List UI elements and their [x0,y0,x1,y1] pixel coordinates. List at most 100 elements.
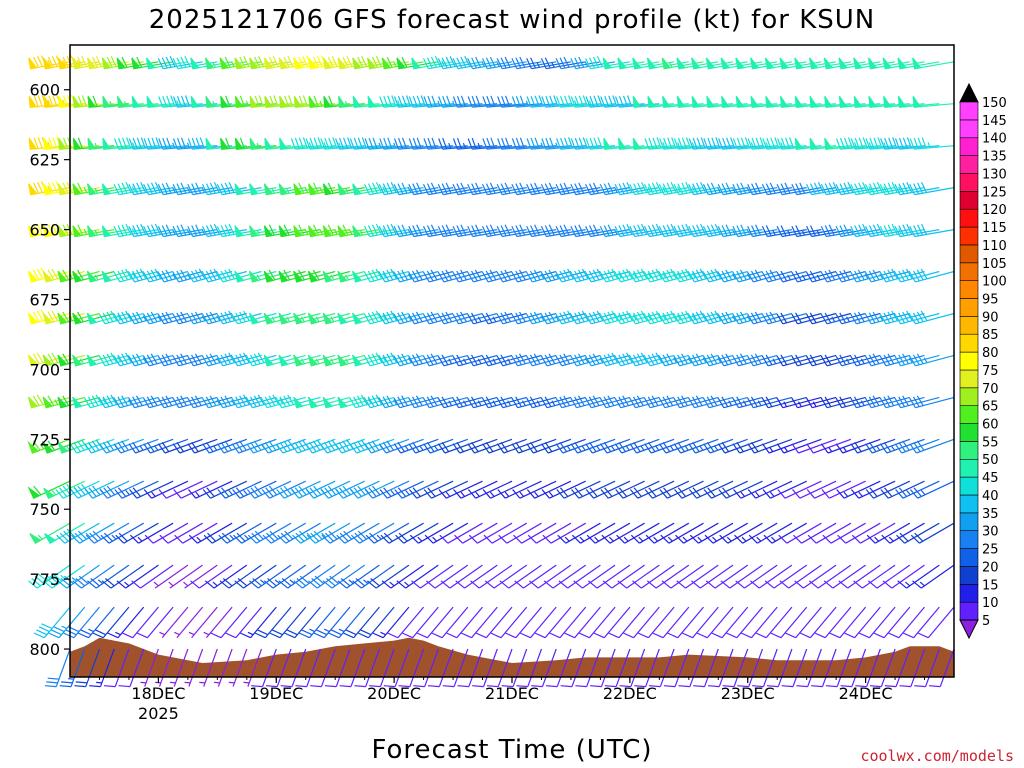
colorbar-label: 80 [982,346,999,361]
wind-barb [292,522,336,544]
wind-barb [437,438,483,454]
wind-barb [363,352,410,367]
wind-barb [481,224,527,238]
wind-barb [153,564,189,589]
wind-barb [634,648,660,688]
wind-barb [511,311,557,325]
wind-barb [909,438,955,454]
wind-barb [702,310,748,325]
wind-barb [393,182,439,196]
wind-barb [337,224,380,238]
wind-barb [519,606,557,639]
wind-barb [55,480,100,499]
wind-barb [483,522,528,544]
wind-barb [732,269,778,283]
wind-barb [42,564,86,589]
wind-barb [835,137,881,150]
wind-barb [558,564,601,589]
wind-barb [555,224,601,238]
wind-barb [172,269,218,283]
wind-barb [864,223,910,238]
wind-barb [378,352,424,367]
wind-barb [378,395,424,409]
wind-barb [204,564,248,589]
wind-barb [762,480,807,499]
x-tick-label: 18DEC [131,684,185,703]
wind-barb [454,522,498,544]
wind-barb [531,648,557,688]
wind-barb [629,310,675,325]
colorbar-swatch [959,476,979,496]
wind-barb [835,396,881,409]
wind-barb [157,311,203,325]
wind-barb [482,438,527,454]
wind-barb [806,438,852,454]
wind-barb [277,522,321,544]
colorbar-swatch [959,351,979,371]
wind-barb [59,648,86,688]
wind-barb [526,182,572,196]
wind-barb [599,310,645,325]
wind-barb [644,137,689,150]
wind-barb [116,564,159,589]
wind-barb [837,522,881,544]
wind-barb [219,564,262,589]
wind-barb [894,353,940,367]
wind-barb [280,648,307,688]
wind-barb [750,564,793,589]
wind-barb [216,352,262,367]
wind-barb [422,182,468,196]
wind-barb [87,56,130,70]
y-tick-label: 600 [29,81,60,100]
wind-barb [142,395,189,409]
wind-barb [691,57,734,70]
wind-barb [291,480,336,499]
wind-barb [630,522,675,544]
colorbar-swatch [959,548,979,567]
wind-barb [761,311,807,325]
wind-barb [823,57,866,70]
wind-barb [452,269,498,283]
wind-barb [452,137,498,150]
wind-barb [888,606,925,639]
wind-barb [393,224,439,238]
wind-barb [72,564,115,589]
wind-barb [408,480,454,499]
wind-barb [408,182,454,196]
wind-barb [402,606,439,639]
wind-barb [629,268,675,283]
wind-barb [322,312,365,325]
wind-barb [98,352,144,367]
colorbar: 5 10 15 20 25 30 35 40 45 50 55 60 65 70 75 80 85 90 95 100… [959,82,1007,640]
wind-barb [912,564,955,589]
wind-barb [511,224,557,238]
wind-barb [717,311,763,325]
y-tick-label: 750 [29,500,60,519]
wind-barb [423,438,469,454]
wind-barb [393,137,439,150]
wind-barb [216,268,262,283]
wind-barb [364,181,410,196]
wind-barb [378,181,424,196]
wind-barb [740,606,778,639]
wind-barb [187,268,233,283]
wind-barb [129,480,174,499]
wind-barb [113,268,159,283]
wind-barb [511,396,557,409]
wind-barb [322,354,365,367]
wind-barb [629,395,675,409]
wind-barb [600,95,645,108]
wind-barb [632,137,675,150]
wind-barb [702,223,748,238]
colorbar-swatch [959,101,979,121]
colorbar-label: 125 [982,185,1007,200]
wind-barb [278,354,321,367]
wind-barb [101,183,144,196]
colorbar-label: 140 [982,132,1007,147]
wind-barb [113,310,159,325]
wind-barb [437,311,483,325]
wind-barb [455,564,498,589]
wind-barb [228,648,248,687]
wind-barb [324,648,351,688]
wind-barb [747,269,793,283]
